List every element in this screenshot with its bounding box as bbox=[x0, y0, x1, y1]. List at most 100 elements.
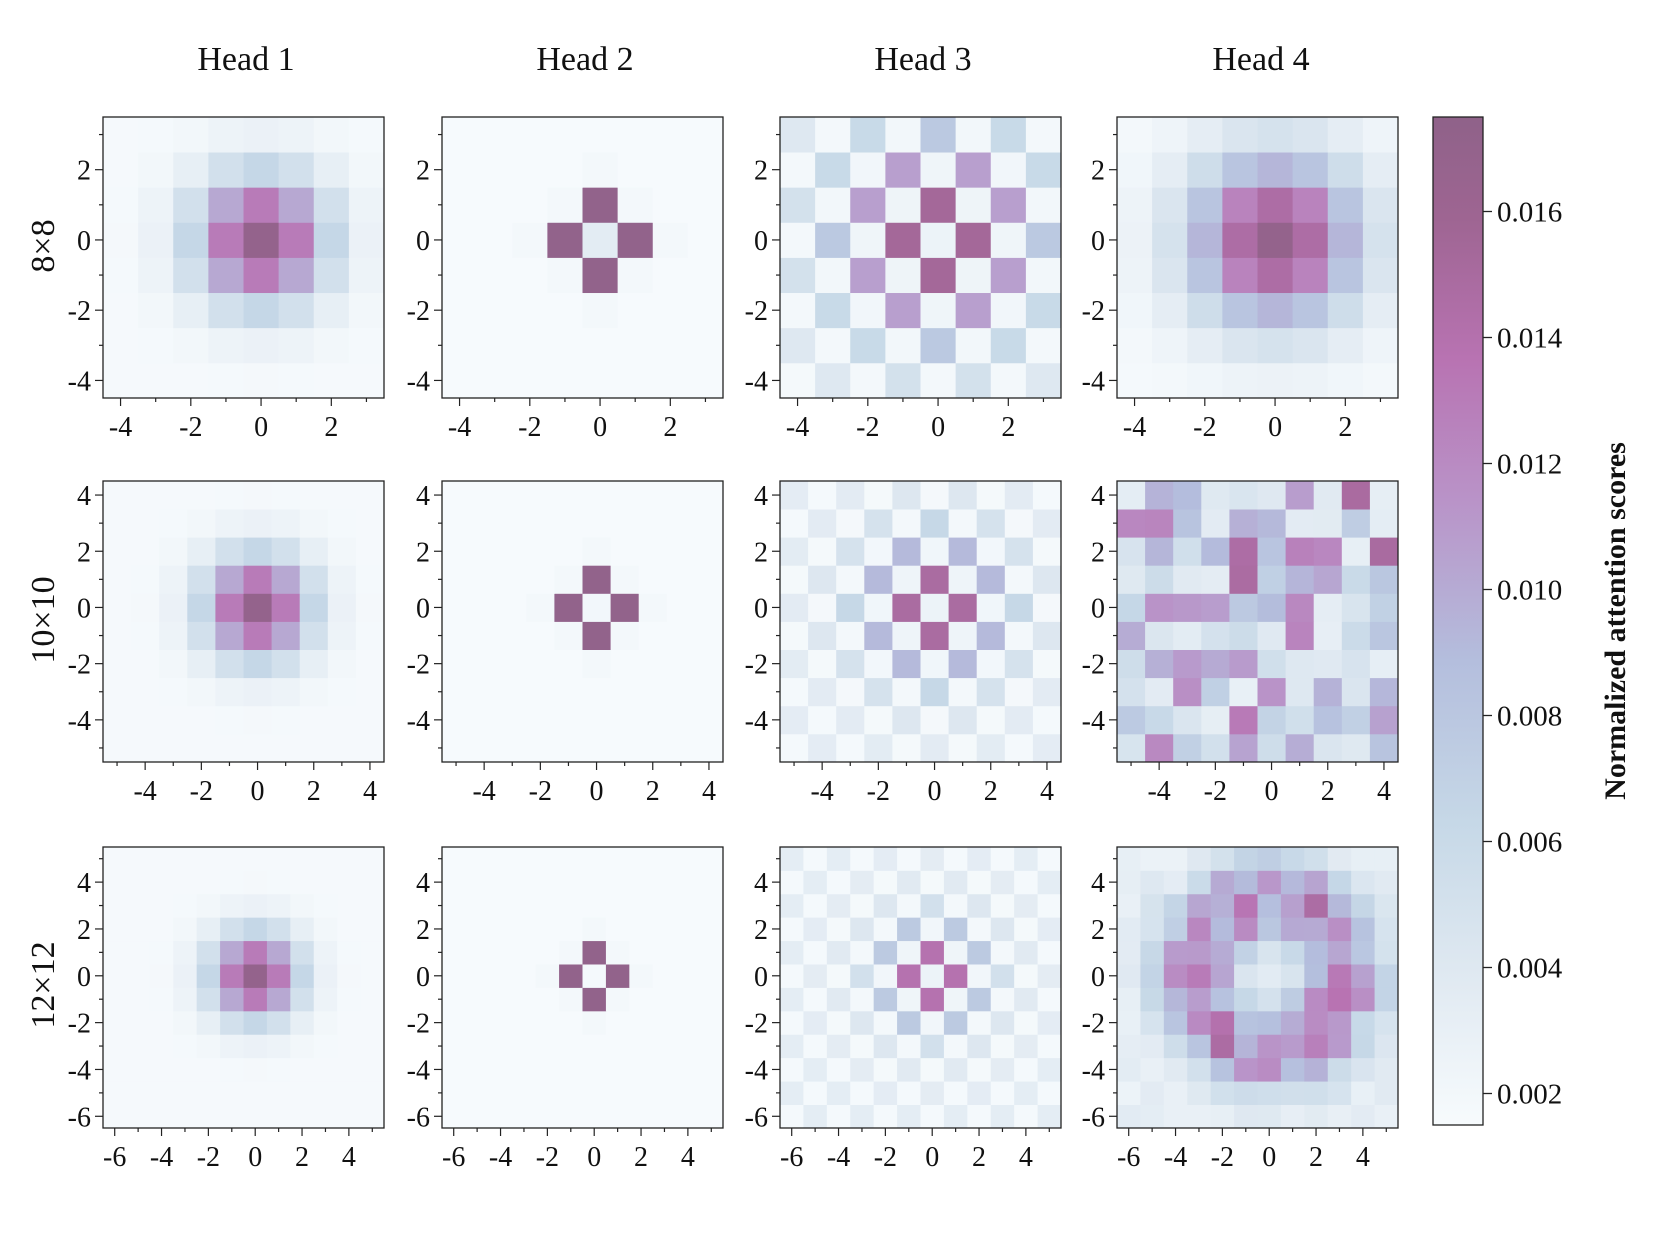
heatmap-cell bbox=[187, 705, 216, 735]
heatmap-cell bbox=[652, 187, 689, 223]
y-tick-label: 0 bbox=[77, 593, 91, 624]
heatmap-cell bbox=[1117, 537, 1146, 566]
heatmap-cell bbox=[559, 917, 583, 942]
heatmap-cell bbox=[313, 1010, 338, 1035]
heatmap-cell bbox=[920, 593, 949, 622]
heatmap-cell bbox=[126, 987, 151, 1012]
heatmap-cell bbox=[173, 893, 198, 918]
heatmap-cell bbox=[1374, 1104, 1399, 1129]
heatmap-cell bbox=[892, 537, 921, 566]
heatmap-cell bbox=[1025, 362, 1062, 399]
heatmap-cell bbox=[526, 537, 555, 566]
heatmap-cell bbox=[512, 1057, 537, 1082]
heatmap-cell bbox=[187, 621, 216, 650]
heatmap-cell bbox=[780, 327, 816, 364]
heatmap-cell bbox=[196, 870, 221, 895]
heatmap-cell bbox=[512, 187, 548, 223]
heatmap-cell bbox=[967, 1010, 992, 1035]
heatmap-cell bbox=[1222, 222, 1258, 258]
heatmap-cell bbox=[498, 481, 527, 510]
heatmap-cell bbox=[1210, 893, 1235, 918]
x-tick-label: 2 bbox=[1309, 1142, 1323, 1173]
heatmap-cell bbox=[126, 1081, 151, 1105]
heatmap-cell bbox=[836, 593, 865, 622]
heatmap-cell bbox=[290, 847, 315, 871]
heatmap-cell bbox=[976, 481, 1006, 510]
heatmap-cell bbox=[1025, 117, 1062, 153]
heatmap-cell bbox=[1201, 621, 1230, 650]
heatmap-cell bbox=[699, 870, 724, 895]
heatmap-cell bbox=[442, 509, 471, 538]
heatmap-cell bbox=[652, 222, 689, 258]
heatmap-cell bbox=[512, 1081, 537, 1105]
heatmap-cell bbox=[442, 257, 478, 294]
heatmap-cell bbox=[1140, 1034, 1165, 1059]
heatmap-cell bbox=[897, 1057, 921, 1082]
heatmap-cell bbox=[1280, 1034, 1305, 1059]
heatmap-cell bbox=[1152, 187, 1188, 223]
heatmap-cell bbox=[1032, 537, 1062, 566]
heatmap-cell bbox=[313, 222, 350, 258]
heatmap-cell bbox=[512, 1010, 537, 1035]
x-tick-label: -2 bbox=[867, 776, 890, 807]
heatmap-cell bbox=[652, 117, 689, 153]
heatmap-cell bbox=[1201, 565, 1230, 594]
heatmap-cell bbox=[327, 565, 357, 594]
heatmap-cell bbox=[1280, 1104, 1305, 1129]
heatmap-cell bbox=[892, 481, 921, 510]
heatmap-cell bbox=[1173, 537, 1202, 566]
heatmap-cell bbox=[943, 1034, 968, 1059]
heatmap-cell bbox=[1152, 117, 1188, 153]
heatmap-cell bbox=[196, 1010, 221, 1035]
heatmap-cell bbox=[1257, 537, 1286, 566]
panel-frame bbox=[779, 480, 1062, 763]
panel-head-2-10x10: -4 -2 0 2 4 -4 -2 0 2 4 bbox=[407, 480, 724, 807]
heatmap-cell bbox=[512, 257, 548, 294]
heatmap-cell bbox=[465, 1104, 490, 1129]
y-tick-label: 2 bbox=[77, 156, 91, 187]
y-tick-label: -4 bbox=[407, 706, 430, 737]
heatmap-cell bbox=[290, 870, 315, 895]
heatmap-cell bbox=[1140, 1057, 1165, 1082]
heatmap-cell bbox=[208, 327, 244, 364]
heatmap-cell bbox=[629, 1034, 654, 1059]
heatmap-cell bbox=[873, 917, 898, 942]
heatmap-cell bbox=[266, 1081, 291, 1105]
heatmap-cell bbox=[313, 847, 338, 871]
heatmap-cell bbox=[892, 621, 921, 650]
panel-frame bbox=[779, 846, 1062, 1129]
x-tick-label: -6 bbox=[1117, 1142, 1140, 1173]
x-tick-label: 4 bbox=[1040, 776, 1054, 807]
x-tick-label: 0 bbox=[928, 776, 942, 807]
heatmap-cell bbox=[826, 940, 851, 965]
heatmap-cell bbox=[266, 870, 291, 895]
heatmap-cell bbox=[196, 1081, 221, 1105]
heatmap-cell bbox=[943, 847, 968, 871]
heatmap-cell bbox=[1014, 847, 1038, 871]
heatmap-cell bbox=[943, 1081, 968, 1105]
heatmap-cell bbox=[220, 1104, 244, 1129]
heatmap-cell bbox=[1351, 987, 1375, 1012]
heatmap-cell bbox=[582, 1010, 607, 1035]
heatmap-cell bbox=[173, 292, 209, 329]
heatmap-cell bbox=[512, 847, 537, 871]
heatmap-cell bbox=[976, 621, 1006, 650]
heatmap-cell bbox=[196, 847, 221, 871]
heatmap-cell bbox=[348, 327, 385, 364]
heatmap-cell bbox=[1327, 870, 1352, 895]
heatmap-cell bbox=[1201, 705, 1230, 735]
heatmap-cell bbox=[1117, 481, 1146, 510]
heatmap-cell bbox=[1304, 870, 1329, 895]
heatmap-cell bbox=[629, 917, 654, 942]
heatmap-cell bbox=[103, 362, 139, 399]
heatmap-cell bbox=[1285, 481, 1315, 510]
heatmap-cell bbox=[1037, 870, 1062, 895]
heatmap-cell bbox=[243, 362, 280, 399]
x-tick-label: -2 bbox=[529, 776, 552, 807]
heatmap-cell bbox=[271, 677, 301, 707]
heatmap-cell bbox=[850, 1104, 875, 1129]
heatmap-cell bbox=[1163, 964, 1188, 988]
heatmap-cell bbox=[920, 847, 945, 871]
heatmap-cell bbox=[885, 257, 921, 294]
heatmap-cell bbox=[990, 1104, 1015, 1129]
